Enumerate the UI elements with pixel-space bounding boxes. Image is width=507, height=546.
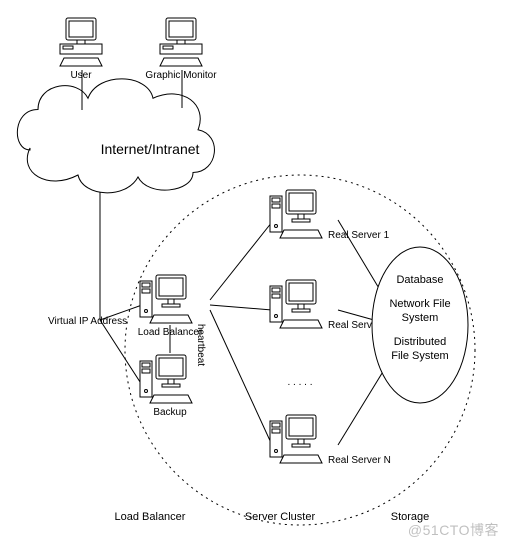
link-rs2-storage [338, 310, 374, 320]
monitor-icon [160, 18, 202, 66]
link-vip-backup [100, 320, 142, 385]
servers-ellipsis: . . . . . [287, 377, 312, 388]
storage-line: File System [391, 350, 448, 362]
storage-line: Database [396, 274, 443, 286]
link-lb-rsn [210, 310, 272, 445]
section-label: Server Cluster [245, 511, 316, 523]
backup-label: Backup [153, 407, 187, 418]
cloud-label: Internet/Intranet [101, 141, 200, 157]
watermark: @51CTO博客 [408, 520, 499, 540]
storage-line: System [402, 312, 439, 324]
lb-icon [140, 275, 192, 323]
user-label: User [70, 70, 92, 81]
storage-shape [372, 247, 468, 403]
rs1-label: Real Server 1 [328, 230, 390, 241]
rs1-icon [270, 190, 322, 238]
backup-icon [140, 355, 192, 403]
rsn-icon [270, 415, 322, 463]
section-label: Load Balancer [115, 511, 186, 523]
rsn-label: Real Server N [328, 455, 391, 466]
cloud [17, 79, 214, 193]
heartbeat-label: heartbeat [195, 324, 206, 366]
user-icon [60, 18, 102, 66]
vip-label: Virtual IP Address [48, 316, 127, 327]
storage-line: Network File [389, 298, 450, 310]
monitor-label: Graphic Monitor [145, 70, 217, 81]
rs2-icon [270, 280, 322, 328]
link-lb-rs1 [210, 222, 272, 300]
storage-line: Distributed [394, 336, 447, 348]
link-lb-rs2 [210, 305, 272, 310]
link-rsn-storage [338, 370, 384, 445]
